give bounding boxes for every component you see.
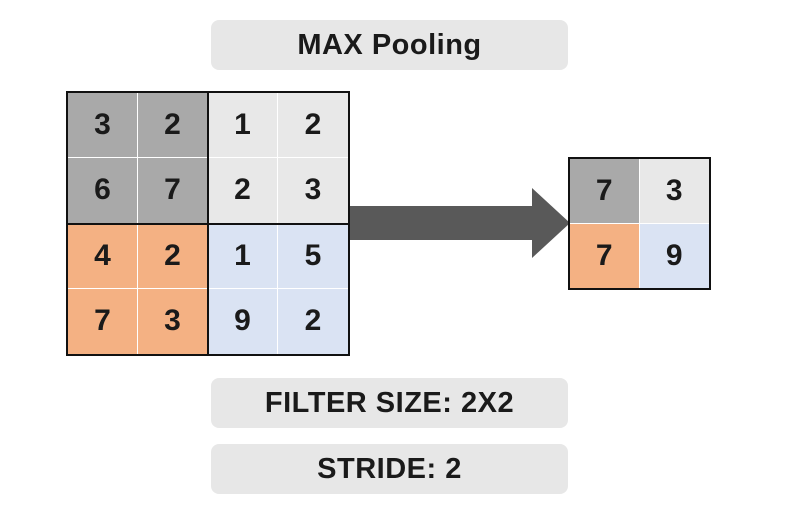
- input-cell-r3-c0: 7: [68, 288, 138, 354]
- input-cell-r3-c3: 2: [278, 288, 348, 354]
- output-cell-r0-c1: 3: [639, 159, 709, 224]
- arrow-right-icon: [350, 188, 570, 258]
- title-label: MAX Pooling: [211, 20, 568, 70]
- input-cell-r2-c3: 5: [278, 223, 348, 289]
- input-cell-r1-c3: 3: [278, 158, 348, 224]
- input-cell-r1-c2: 2: [208, 158, 278, 224]
- input-cell-r1-c0: 6: [68, 158, 138, 224]
- output-cell-r0-c0: 7: [570, 159, 640, 224]
- input-cell-r3-c1: 3: [138, 288, 208, 354]
- input-cell-r0-c0: 3: [68, 93, 138, 159]
- input-cell-r0-c2: 1: [208, 93, 278, 159]
- input-cell-r2-c1: 2: [138, 223, 208, 289]
- input-cell-r0-c3: 2: [278, 93, 348, 159]
- filter-size-label: FILTER SIZE: 2X2: [211, 378, 568, 428]
- input-cell-r0-c1: 2: [138, 93, 208, 159]
- output-cell-r1-c0: 7: [570, 223, 640, 288]
- input-cell-r3-c2: 9: [208, 288, 278, 354]
- input-cell-r2-c2: 1: [208, 223, 278, 289]
- input-quadrant-divider-horizontal: [66, 223, 350, 225]
- input-cell-r2-c0: 4: [68, 223, 138, 289]
- input-cell-r1-c1: 7: [138, 158, 208, 224]
- arrow-shape: [350, 188, 570, 258]
- stride-label: STRIDE: 2: [211, 444, 568, 494]
- output-cell-r1-c1: 9: [639, 223, 709, 288]
